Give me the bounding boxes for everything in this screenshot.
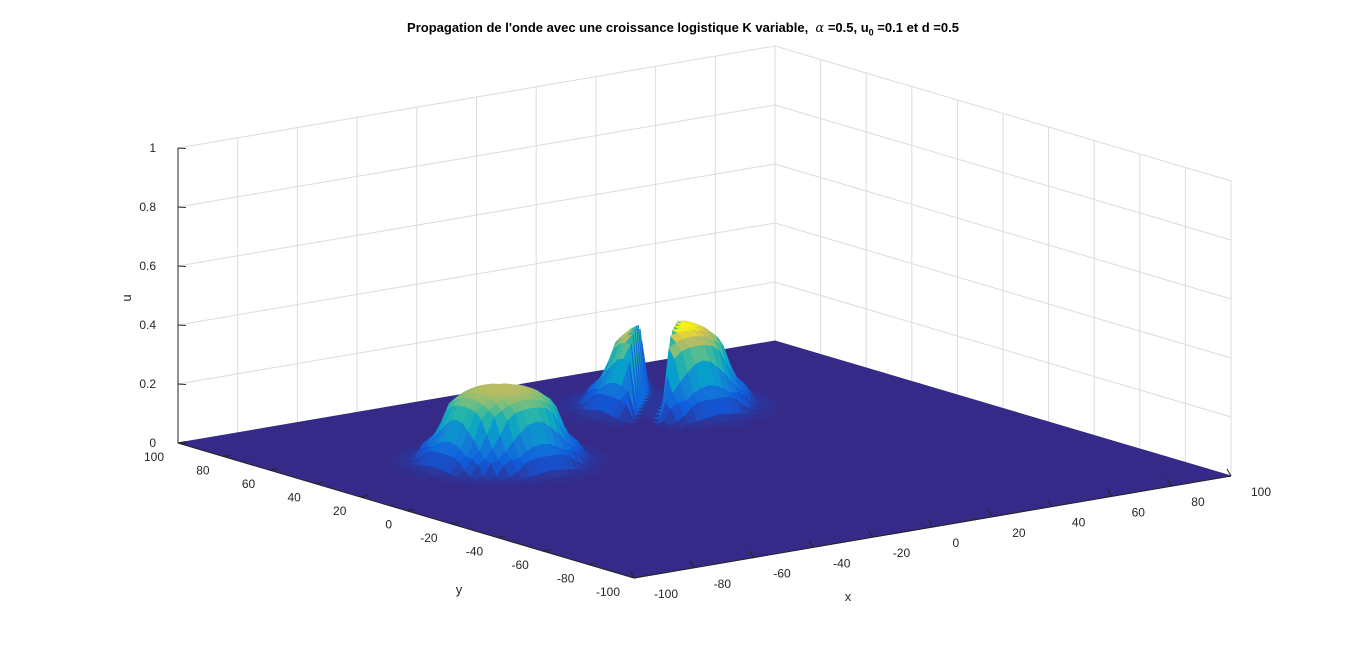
z-tick <box>177 265 187 267</box>
z-axis-label: u <box>119 294 134 301</box>
x-tick <box>928 519 933 528</box>
x-tick-label: -80 <box>714 577 732 591</box>
x-tick-label: 0 <box>953 536 960 550</box>
surface-patch <box>768 405 782 410</box>
y-tick-label: 0 <box>385 518 392 532</box>
grid-line-z <box>177 163 1232 300</box>
z-tick-label: 0.6 <box>139 259 156 273</box>
surface-patch <box>593 461 608 466</box>
y-tick-label: 40 <box>287 491 301 505</box>
surface-patch <box>756 391 770 396</box>
grid-line-z <box>177 104 1232 241</box>
x-tick <box>629 570 635 579</box>
x-tick <box>808 540 814 548</box>
z-tick <box>177 147 187 149</box>
surface-patch <box>738 419 753 427</box>
z-tick-label: 0.2 <box>139 377 156 391</box>
surface-patch <box>594 457 610 463</box>
y-tick-label: -20 <box>420 531 438 545</box>
y-tick <box>451 522 460 525</box>
surface-plot <box>177 320 1232 579</box>
x-tick-label: 20 <box>1012 526 1026 540</box>
surface-patch <box>754 414 770 421</box>
z-tick <box>177 206 187 208</box>
y-tick-label: -60 <box>511 558 529 572</box>
y-tick-label: 80 <box>196 464 210 478</box>
z-tick <box>177 383 187 385</box>
grid-line-z <box>177 281 1232 418</box>
y-tick <box>633 576 643 579</box>
y-tick <box>314 481 323 484</box>
x-tick <box>987 509 993 518</box>
y-tick-label: -80 <box>557 572 575 586</box>
tick-labels: 0 0.2 0.4 0.6 0.8 1 -100 -80 -60 -40 -20 0 20 40 60 80 1… <box>139 141 1271 601</box>
surface-patch <box>592 464 606 469</box>
grid-lines <box>177 45 1232 477</box>
z-tick <box>177 324 187 326</box>
x-tick-label: 80 <box>1191 495 1205 509</box>
x-tick-label: -60 <box>773 567 791 581</box>
surface-patch <box>765 407 781 413</box>
surface-patch <box>597 455 611 460</box>
y-tick <box>269 468 278 471</box>
z-tick-label: 0 <box>149 436 156 450</box>
x-tick-label: -40 <box>833 556 851 570</box>
y-tick-label: -100 <box>596 585 620 599</box>
surface-patch <box>589 446 603 451</box>
x-tick <box>868 529 874 538</box>
x-tick <box>1226 468 1232 477</box>
axes <box>177 147 1232 579</box>
y-tick <box>588 562 597 565</box>
surface-patch <box>765 397 780 402</box>
y-tick-label: 20 <box>333 504 347 518</box>
x-axis-label: x <box>845 589 852 604</box>
y-axis-label: y <box>456 582 463 597</box>
y-tick <box>360 495 369 498</box>
surface-patch <box>571 475 586 482</box>
z-tick-label: 0.4 <box>139 318 156 332</box>
x-tick <box>689 560 695 569</box>
x-tick <box>1047 499 1053 507</box>
x-tick-label: 60 <box>1132 505 1146 519</box>
surface-patch <box>587 469 603 476</box>
grid-line-z <box>177 222 1232 359</box>
x-tick <box>1107 489 1113 497</box>
x-tick-label: -100 <box>654 587 678 601</box>
y-tick-label: 60 <box>242 477 256 491</box>
x-tick-label: -20 <box>893 546 911 560</box>
y-tick-label: -40 <box>466 545 484 559</box>
surface-patch <box>590 466 605 472</box>
y-tick <box>177 441 187 444</box>
x-tick <box>1166 478 1172 487</box>
surface-patch <box>763 411 779 416</box>
surface-patch <box>616 421 631 428</box>
y-tick <box>223 454 232 457</box>
x-tick <box>748 550 754 558</box>
chart-title: Propagation de l'onde avec une croissanc… <box>407 20 959 38</box>
y-tick-label: 100 <box>144 450 164 464</box>
grid-line-z <box>177 45 1232 182</box>
y-tick <box>497 535 506 538</box>
z-tick-label: 1 <box>149 141 156 155</box>
x-tick-label: 100 <box>1251 485 1271 499</box>
z-tick-label: 0.8 <box>139 200 156 214</box>
y-tick <box>542 549 551 552</box>
surface-patch <box>599 453 613 457</box>
x-tick-label: 40 <box>1072 516 1086 530</box>
surface-patch <box>769 402 784 407</box>
y-tick <box>405 508 415 511</box>
